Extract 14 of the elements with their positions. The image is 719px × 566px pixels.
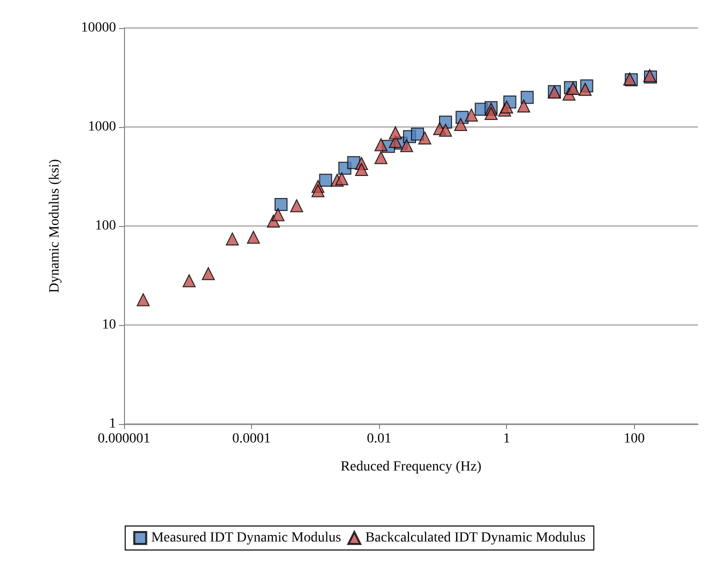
y-tick-label: 1 xyxy=(109,416,116,432)
y-tick-label: 10 xyxy=(102,318,116,332)
x-tick-label: 0.000001 xyxy=(98,432,150,446)
y-tick-label: 100 xyxy=(95,218,116,234)
y-tick-label: 10000 xyxy=(81,20,116,36)
legend-label: Measured IDT Dynamic Modulus xyxy=(151,530,342,546)
y-tick-label: 1000 xyxy=(88,120,116,134)
x-axis-title: Reduced Frequency (Hz) xyxy=(340,460,482,474)
x-tick-label: 0.0001 xyxy=(232,432,271,446)
x-tick-label: 0.01 xyxy=(366,432,392,446)
y-axis-title: Dynamic Modulus (ksi) xyxy=(48,158,62,293)
x-tick-label: 100 xyxy=(624,432,645,446)
legend-label: Backcalculated IDT Dynamic Modulus xyxy=(365,530,586,546)
x-tick-label: 1 xyxy=(503,432,510,446)
